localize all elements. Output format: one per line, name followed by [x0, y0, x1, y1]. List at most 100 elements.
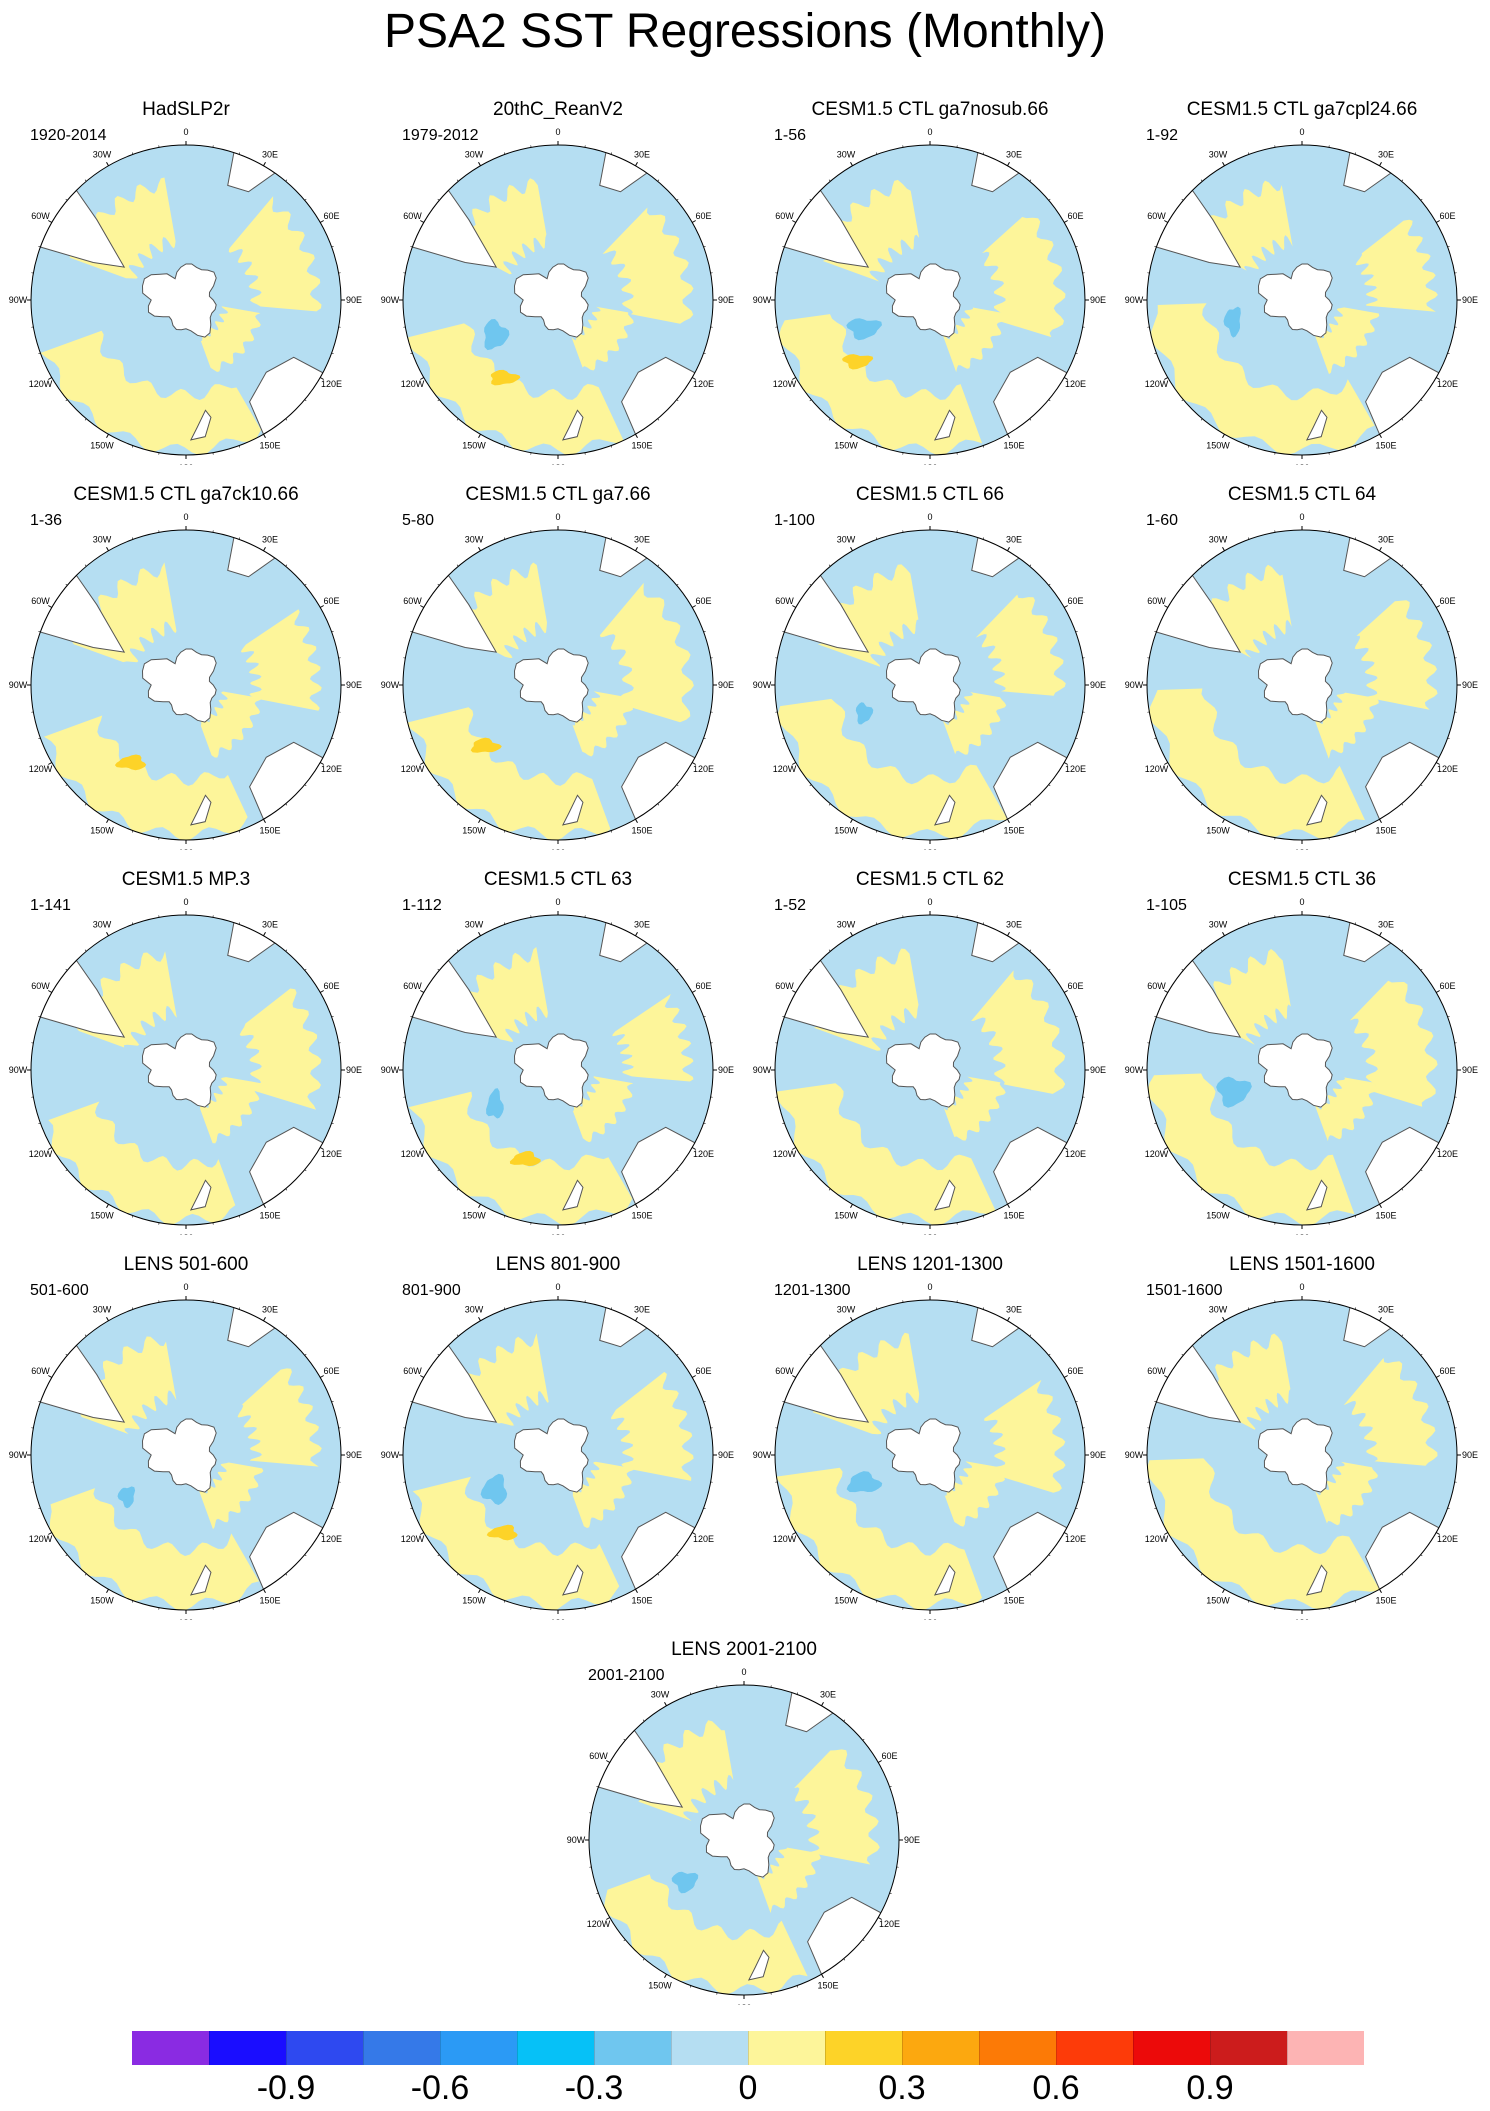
- strong-positive-patch: [509, 1150, 541, 1167]
- positive-anomaly-region: [794, 1749, 880, 1865]
- longitude-label: 60E: [695, 211, 711, 221]
- longitude-minor-tick: [65, 784, 68, 787]
- longitude-minor-tick: [1354, 537, 1356, 540]
- colorbar-box: [286, 2031, 363, 2065]
- positive-anomaly-region: [412, 1476, 620, 1610]
- panel-title: LENS 2001-2100: [671, 1639, 817, 1660]
- longitude-minor-tick: [657, 564, 660, 567]
- longitude-label: 150W: [834, 1596, 858, 1606]
- longitude-tick: [664, 1702, 667, 1707]
- longitude-label: 30E: [634, 535, 650, 545]
- longitude-minor-tick: [1048, 1353, 1051, 1356]
- longitude-minor-tick: [1048, 968, 1051, 971]
- map-panel: 0 30E 60E 90E 120E 150E 180 150W 120W 90W 60W 30W CE…: [1116, 80, 1488, 465]
- longitude-label: 150W: [1206, 1596, 1230, 1606]
- longitude-minor-tick: [982, 922, 984, 925]
- longitude-minor-tick: [690, 1985, 692, 1988]
- longitude-label: 0: [1299, 897, 1304, 907]
- colorbar-tick-label: -0.6: [410, 2069, 470, 2107]
- longitude-minor-tick: [703, 1122, 706, 1124]
- longitude-label: 90W: [9, 1065, 28, 1075]
- colorbar-box: [1133, 2031, 1210, 2065]
- longitude-label: 30E: [1006, 920, 1022, 930]
- longitude-minor-tick: [809, 1169, 812, 1172]
- longitude-label: 60W: [31, 1366, 50, 1376]
- longitude-tick: [1379, 433, 1382, 438]
- longitude-minor-tick: [1420, 784, 1423, 787]
- longitude-minor-tick: [596, 1786, 599, 1788]
- longitude-tick: [478, 433, 481, 438]
- longitude-label: 60E: [323, 981, 339, 991]
- longitude-minor-tick: [1181, 399, 1184, 402]
- longitude-label: 0: [1299, 1282, 1304, 1292]
- longitude-minor-tick: [703, 246, 706, 248]
- longitude-tick: [792, 762, 797, 765]
- longitude-minor-tick: [657, 418, 660, 421]
- longitude-tick: [319, 1147, 324, 1150]
- longitude-minor-tick: [456, 803, 459, 806]
- longitude-label: 30E: [262, 535, 278, 545]
- colorbar-labels: -0.9 -0.6 -0.3 0 0.3 0.6 0.9: [0, 2068, 1490, 2108]
- longitude-minor-tick: [1200, 179, 1203, 182]
- longitude-minor-tick: [610, 445, 612, 448]
- longitude-minor-tick: [889, 1786, 892, 1788]
- panel-title: CESM1.5 MP.3: [121, 869, 251, 890]
- longitude-tick: [1222, 932, 1225, 937]
- longitude-label: 120E: [693, 1149, 714, 1159]
- longitude-tick: [478, 547, 481, 552]
- longitude-label: 30W: [93, 1305, 112, 1315]
- new-zealand-land: [933, 1179, 956, 1211]
- longitude-tick: [263, 547, 266, 552]
- colorbar-box: [209, 2031, 286, 2065]
- longitude-label: 150W: [462, 441, 486, 451]
- longitude-label: 150E: [259, 1211, 280, 1221]
- longitude-label: 90W: [1125, 295, 1144, 305]
- longitude-minor-tick: [65, 198, 68, 201]
- longitude-minor-tick: [1029, 564, 1032, 567]
- longitude-minor-tick: [1154, 1507, 1157, 1509]
- panel-title: LENS 801-900: [495, 1254, 621, 1275]
- longitude-minor-tick: [1447, 631, 1450, 633]
- longitude-minor-tick: [828, 949, 831, 952]
- longitude-minor-tick: [676, 968, 679, 971]
- panel-year-range: 1-92: [1146, 127, 1179, 144]
- positive-anomaly-region: [237, 1368, 322, 1467]
- longitude-minor-tick: [1248, 1600, 1250, 1603]
- longitude-minor-tick: [331, 1401, 334, 1403]
- longitude-tick: [635, 1203, 638, 1208]
- longitude-minor-tick: [437, 399, 440, 402]
- longitude-minor-tick: [1200, 1188, 1203, 1191]
- colorbar-box: [594, 2031, 671, 2065]
- panel-title: CESM1.5 CTL ga7nosub.66: [811, 99, 1049, 120]
- longitude-tick: [1007, 162, 1010, 167]
- longitude-minor-tick: [782, 737, 785, 739]
- longitude-tick: [1379, 162, 1382, 167]
- longitude-label: 30E: [1006, 1305, 1022, 1315]
- longitude-label: 180: [178, 1233, 193, 1235]
- longitude-minor-tick: [642, 1958, 645, 1961]
- positive-anomaly-region: [1315, 307, 1380, 375]
- longitude-tick: [877, 1760, 882, 1763]
- longitude-minor-tick: [238, 830, 240, 833]
- longitude-minor-tick: [809, 399, 812, 402]
- longitude-minor-tick: [1447, 246, 1450, 248]
- longitude-minor-tick: [456, 1573, 459, 1576]
- longitude-minor-tick: [782, 631, 785, 633]
- longitude-label: 150E: [1003, 441, 1024, 451]
- antarctica-land: [1257, 1033, 1333, 1108]
- longitude-minor-tick: [1200, 803, 1203, 806]
- longitude-tick: [691, 762, 696, 765]
- strong-negative-patch: [1223, 306, 1241, 338]
- longitude-label: 60W: [403, 596, 422, 606]
- strong-negative-patch: [846, 1471, 883, 1493]
- map-panel: 0 30E 60E 90E 120E 150E 180 150W 120W 90W 60W 30W CE…: [744, 850, 1116, 1235]
- longitude-label: 90W: [753, 680, 772, 690]
- longitude-tick: [635, 1588, 638, 1593]
- longitude-tick: [48, 1375, 53, 1378]
- polar-map: 0 30E 60E 90E 120E 150E 180 150W 120W 90W 60W 30W: [1125, 127, 1478, 465]
- longitude-minor-tick: [1248, 445, 1250, 448]
- polar-map: 0 30E 60E 90E 120E 150E 180 150W 120W 90W 60W 30W: [753, 127, 1106, 465]
- longitude-minor-tick: [285, 179, 288, 182]
- longitude-minor-tick: [1029, 418, 1032, 421]
- longitude-label: 150E: [631, 441, 652, 451]
